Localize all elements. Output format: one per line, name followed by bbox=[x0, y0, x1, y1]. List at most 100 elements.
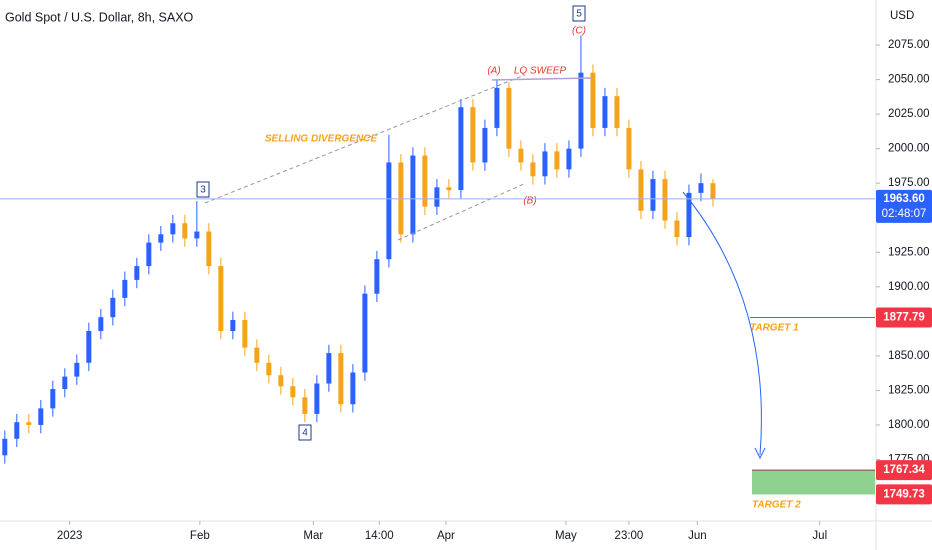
candle-body bbox=[530, 162, 536, 177]
candle-body bbox=[62, 376, 68, 390]
wave-box bbox=[572, 5, 586, 22]
x-tick-label: Jun bbox=[688, 530, 707, 542]
candle-body bbox=[398, 162, 404, 235]
candle-body bbox=[674, 220, 680, 238]
candle-body bbox=[254, 347, 260, 363]
y-tick-label: 2075.00 bbox=[888, 39, 930, 51]
wave-label: 4 bbox=[302, 428, 308, 439]
candle-body bbox=[422, 155, 428, 207]
candle-body bbox=[26, 422, 32, 425]
candle-body bbox=[122, 279, 128, 298]
candle-body bbox=[578, 72, 584, 149]
candle-body bbox=[98, 317, 104, 332]
countdown: 02:48:07 bbox=[882, 208, 927, 220]
candle-body bbox=[134, 266, 140, 280]
candle-body bbox=[230, 319, 236, 332]
candle-body bbox=[482, 127, 488, 163]
currency-label: USD bbox=[890, 10, 914, 22]
candle-body bbox=[686, 192, 692, 238]
y-tick-label: 2025.00 bbox=[888, 108, 930, 120]
channel-line bbox=[397, 182, 527, 241]
target-label: TARGET 2 bbox=[752, 500, 801, 511]
wave-label: (C) bbox=[572, 26, 586, 37]
candle-body bbox=[74, 362, 80, 377]
candle-body bbox=[602, 96, 608, 128]
wave-label: 5 bbox=[576, 9, 582, 20]
candle-body bbox=[590, 72, 596, 128]
candle-body bbox=[314, 383, 320, 414]
arrow-head bbox=[754, 447, 766, 460]
x-tick-label: 14:00 bbox=[365, 530, 394, 542]
candle-body bbox=[326, 353, 332, 384]
candle-body bbox=[2, 438, 8, 456]
candle-body bbox=[494, 87, 500, 128]
candle-body bbox=[506, 87, 512, 149]
y-tick-label: 1850.00 bbox=[888, 350, 930, 362]
candle-body bbox=[146, 242, 152, 267]
y-tick-label: 1825.00 bbox=[888, 384, 930, 396]
target-price-box bbox=[876, 460, 932, 481]
x-tick-label: 2023 bbox=[57, 530, 83, 542]
target-price-label: 1767.34 bbox=[883, 464, 925, 476]
y-tick-label: 2000.00 bbox=[888, 143, 930, 155]
candle-body bbox=[362, 293, 368, 373]
divergence-label: SELLING DIVERGENCE bbox=[265, 134, 378, 145]
candle-body bbox=[650, 179, 656, 211]
candle-body bbox=[170, 223, 176, 235]
target-price-label: 1749.73 bbox=[883, 488, 925, 500]
candle-body bbox=[446, 187, 452, 191]
y-tick-label: 1900.00 bbox=[888, 281, 930, 293]
candle-body bbox=[338, 353, 344, 405]
candle-body bbox=[638, 169, 644, 211]
candle-body bbox=[266, 362, 272, 376]
candle-body bbox=[662, 179, 668, 221]
candle-body bbox=[542, 151, 548, 177]
candle-body bbox=[626, 127, 632, 170]
y-tick-label: 2050.00 bbox=[888, 74, 930, 86]
candle-body bbox=[458, 107, 464, 191]
wave-box bbox=[298, 424, 312, 441]
candle-body bbox=[554, 151, 560, 170]
wave-label: (A) bbox=[487, 66, 500, 77]
x-tick-label: Jul bbox=[812, 530, 827, 542]
y-tick-label: 1975.00 bbox=[888, 177, 930, 189]
candle-body bbox=[50, 389, 56, 409]
target-label: TARGET 1 bbox=[750, 323, 799, 334]
x-tick-label: Feb bbox=[190, 530, 210, 542]
y-tick-label: 1800.00 bbox=[888, 419, 930, 431]
candle-body bbox=[242, 319, 248, 348]
candle-body bbox=[518, 148, 524, 163]
candle-body bbox=[434, 187, 440, 207]
candle-body bbox=[698, 183, 704, 193]
candle-body bbox=[386, 162, 392, 260]
x-tick-label: May bbox=[555, 530, 577, 542]
candle-body bbox=[374, 259, 380, 294]
candle-body bbox=[614, 96, 620, 128]
target-price-box bbox=[876, 484, 932, 505]
target-zone bbox=[752, 470, 875, 495]
candle-body bbox=[14, 422, 20, 439]
chart-title: Gold Spot / U.S. Dollar, 8h, SAXO bbox=[5, 10, 194, 24]
candle-body bbox=[218, 266, 224, 332]
lq-sweep-label: LQ SWEEP bbox=[514, 66, 567, 77]
candle-body bbox=[410, 155, 416, 235]
candle-body bbox=[710, 183, 716, 199]
candle-body bbox=[194, 231, 200, 239]
candle-body bbox=[158, 234, 164, 243]
x-tick-label: Apr bbox=[437, 530, 455, 542]
wave-box bbox=[196, 181, 210, 198]
last-price-box bbox=[876, 189, 932, 223]
candle-body bbox=[566, 148, 572, 170]
projection-arrow bbox=[682, 191, 762, 456]
candle-body bbox=[290, 386, 296, 398]
y-tick-label: 1925.00 bbox=[888, 246, 930, 258]
wave-label: 3 bbox=[200, 185, 206, 196]
candle-body bbox=[38, 408, 44, 425]
divergence-line bbox=[204, 75, 523, 204]
x-tick-label: 23:00 bbox=[615, 530, 644, 542]
lq-sweep-line bbox=[491, 77, 593, 81]
candle-body bbox=[206, 231, 212, 267]
candles bbox=[2, 35, 716, 464]
candle-body bbox=[350, 372, 356, 405]
